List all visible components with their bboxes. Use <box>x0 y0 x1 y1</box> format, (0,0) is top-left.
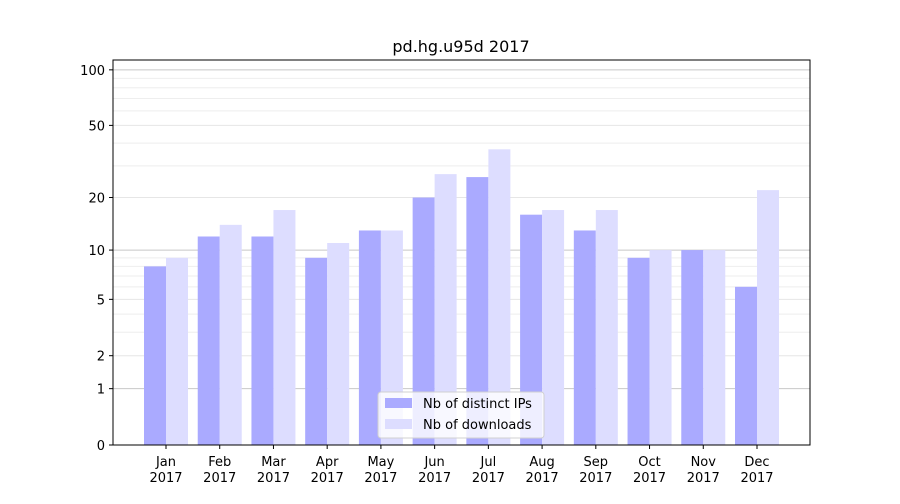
x-tick-label: May 2017 <box>364 455 397 486</box>
bar-ips <box>358 230 381 445</box>
bar-ips <box>466 177 489 445</box>
x-tick-label: Oct 2017 <box>633 455 666 486</box>
bar-ips <box>520 214 543 445</box>
bar-downloads <box>757 190 779 445</box>
bar-ips <box>305 257 328 445</box>
bar-ips <box>681 250 704 445</box>
legend-swatch <box>385 398 412 408</box>
x-tick-label: Nov 2017 <box>687 455 720 486</box>
chart-title: pd.hg.u95d 2017 <box>392 37 529 56</box>
y-tick-label: 50 <box>88 119 105 134</box>
y-tick-label: 2 <box>97 350 105 365</box>
legend-frame <box>377 391 545 439</box>
legend-label: Nb of downloads <box>423 418 532 433</box>
legend-label: Nb of distinct IPs <box>423 397 532 412</box>
bar-ips <box>197 236 220 445</box>
bar-ips <box>573 230 596 445</box>
bar-downloads <box>166 257 188 445</box>
x-tick-label: Mar 2017 <box>257 455 290 486</box>
y-tick-label: 0 <box>97 439 105 454</box>
legend: Nb of distinct IPs Nb of downloads <box>377 391 545 439</box>
x-tick-label: Jan 2017 <box>149 455 182 486</box>
bar-downloads <box>327 243 350 445</box>
plot-frame <box>112 59 811 446</box>
bar-downloads <box>380 230 403 445</box>
bar-ips <box>627 257 650 445</box>
bar-ips <box>251 236 274 445</box>
bar-ips <box>735 286 757 445</box>
y-tick-label: 1 <box>97 383 105 398</box>
y-tick-label: 5 <box>97 293 105 308</box>
bar-downloads <box>703 250 726 445</box>
bar-ips <box>144 266 166 445</box>
bar-ips <box>412 197 435 445</box>
x-tick-label: Jul 2017 <box>472 455 505 486</box>
bar-downloads <box>273 210 296 445</box>
legend-swatch <box>385 419 412 429</box>
bar-downloads <box>434 174 457 445</box>
x-tick-label: Feb 2017 <box>203 455 236 486</box>
bar-downloads <box>649 250 672 445</box>
x-tick-label: Aug 2017 <box>526 455 559 486</box>
y-tick-label: 10 <box>88 244 105 259</box>
y-tick-label: 20 <box>88 192 105 207</box>
x-tick-label: Jun 2017 <box>418 455 451 486</box>
y-tick-label: 100 <box>80 64 105 79</box>
bar-downloads <box>542 210 565 445</box>
bar-downloads <box>488 149 511 445</box>
bar-downloads <box>595 210 618 445</box>
x-tick-label: Sep 2017 <box>579 455 612 486</box>
x-tick-label: Apr 2017 <box>311 455 344 486</box>
bar-downloads <box>219 224 242 445</box>
x-tick-label: Dec 2017 <box>740 455 773 486</box>
